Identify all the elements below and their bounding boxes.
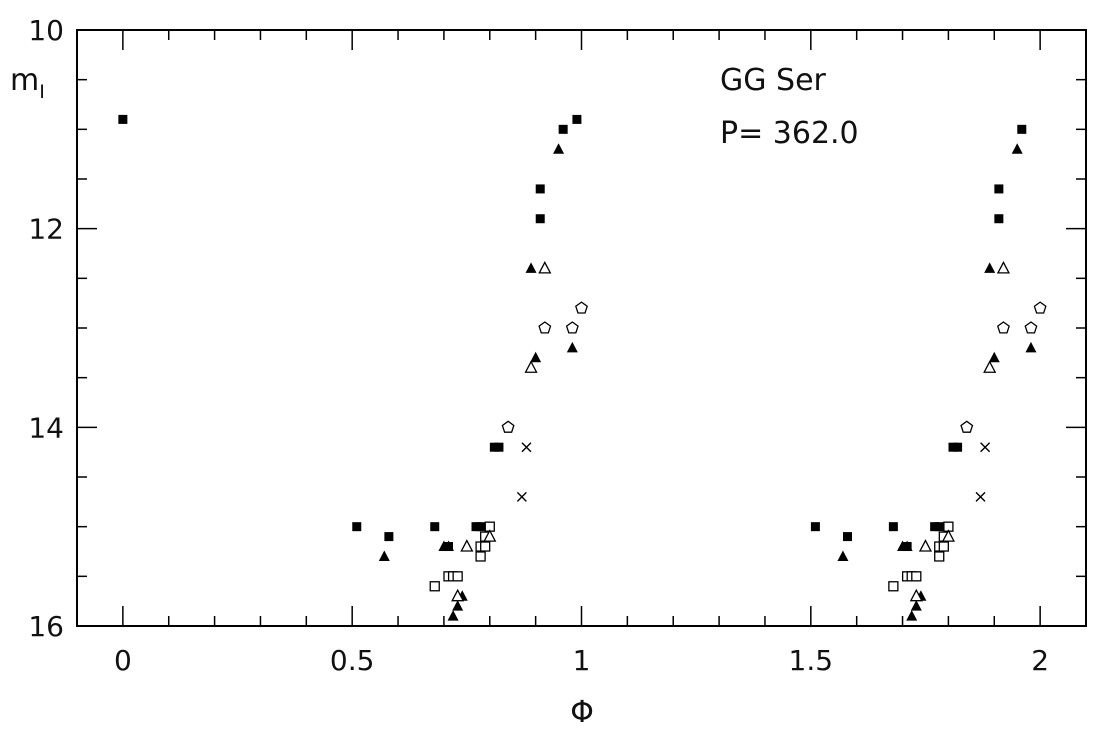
filled-triangle-marker <box>837 550 849 561</box>
open-pentagon-marker <box>538 321 552 334</box>
open-square-marker <box>934 551 945 562</box>
open-square-marker <box>888 581 899 592</box>
annotation-period: P= 362.0 <box>720 116 859 151</box>
filled-square-marker <box>934 522 944 532</box>
open-square-marker <box>475 551 486 562</box>
filled-square-marker <box>953 442 963 452</box>
x-tick-label: 0 <box>114 644 132 677</box>
filled-square-marker <box>384 532 394 542</box>
filled-square-marker <box>930 522 940 532</box>
filled-square-marker <box>352 522 362 532</box>
open-square-marker <box>480 541 491 552</box>
open-triangle-marker <box>918 539 933 552</box>
open-pentagon-marker <box>501 420 515 433</box>
open-triangle-marker <box>996 260 1011 274</box>
filled-square-marker <box>948 442 958 452</box>
open-triangle-marker <box>909 588 923 602</box>
open-triangle-marker <box>524 360 538 373</box>
filled-triangle-marker <box>530 351 542 363</box>
filled-square-marker <box>535 214 545 224</box>
x-tick-label: 2 <box>1031 644 1049 677</box>
open-pentagon-marker <box>1033 301 1047 314</box>
y-tick-label: 14 <box>28 411 64 444</box>
open-pentagon-marker <box>565 321 579 334</box>
filled-triangle-marker <box>901 540 913 552</box>
open-pentagon-marker <box>960 420 974 433</box>
filled-square-marker <box>1017 124 1027 134</box>
filled-triangle-marker <box>1011 143 1023 154</box>
y-tick-label: 12 <box>28 213 64 246</box>
open-triangle-marker <box>538 260 552 274</box>
filled-triangle-marker <box>452 600 464 611</box>
filled-square-marker <box>994 184 1004 194</box>
y-tick-label: 16 <box>28 610 64 643</box>
filled-triangle-marker <box>910 600 922 611</box>
filled-square-marker <box>471 522 481 532</box>
filled-square-marker <box>494 442 504 452</box>
filled-triangle-marker <box>553 143 565 154</box>
open-triangle-marker <box>483 529 497 542</box>
y-tick-label: 10 <box>28 14 64 47</box>
cross-marker <box>521 442 532 453</box>
cross-marker <box>980 442 991 453</box>
filled-triangle-marker <box>906 610 918 621</box>
open-square-marker <box>452 571 463 582</box>
filled-triangle-marker <box>378 550 390 561</box>
open-pentagon-marker <box>996 321 1010 334</box>
open-pentagon-marker <box>575 301 588 314</box>
cross-marker <box>516 491 527 502</box>
filled-triangle-marker <box>525 262 537 273</box>
filled-square-marker <box>430 522 440 532</box>
filled-square-marker <box>888 522 898 532</box>
filled-square-marker <box>843 532 853 542</box>
annotation-star-name: GG Ser <box>720 63 827 98</box>
open-triangle-marker <box>941 529 955 542</box>
filled-square-marker <box>535 184 545 194</box>
data-points <box>118 114 1047 621</box>
filled-triangle-marker <box>447 610 459 621</box>
open-square-marker <box>938 541 949 552</box>
open-square-marker <box>911 571 922 582</box>
cross-marker <box>975 491 986 502</box>
filled-square-marker <box>572 114 582 124</box>
open-pentagon-marker <box>1024 321 1038 334</box>
axis-tick-labels: 0 0.5 1 1.5 2 10 12 14 16 <box>28 14 1049 677</box>
open-triangle-marker <box>460 539 474 552</box>
filled-triangle-marker <box>442 540 454 552</box>
filled-triangle-marker <box>988 351 1000 363</box>
open-triangle-marker <box>983 360 997 373</box>
x-tick-label: 1 <box>573 644 591 677</box>
filled-square-marker <box>810 522 820 532</box>
filled-square-marker <box>558 124 568 134</box>
filled-square-marker <box>994 214 1004 224</box>
filled-triangle-marker <box>984 262 996 273</box>
y-axis-label: mI <box>10 63 45 103</box>
filled-triangle-marker <box>566 341 578 353</box>
filled-square-marker <box>118 114 128 124</box>
plot-frame <box>76 29 1087 627</box>
open-square-marker <box>429 581 440 592</box>
x-tick-label: 0.5 <box>330 644 375 677</box>
open-triangle-marker <box>451 588 465 602</box>
axis-ticks <box>76 29 1087 627</box>
x-tick-label: 1.5 <box>789 644 834 677</box>
filled-square-marker <box>476 522 486 532</box>
filled-square-marker <box>489 442 499 452</box>
x-axis-label: Φ <box>570 695 594 730</box>
filled-triangle-marker <box>1025 341 1037 353</box>
